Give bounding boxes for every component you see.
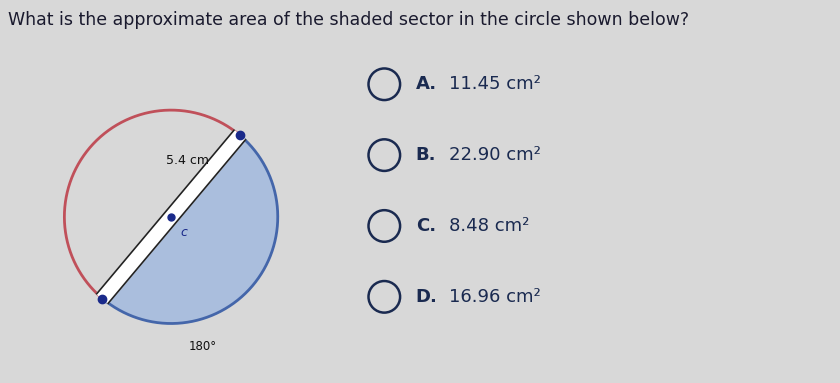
Text: D.: D. (416, 288, 438, 306)
Text: 16.96 cm²: 16.96 cm² (449, 288, 541, 306)
Text: 180°: 180° (189, 339, 217, 352)
Polygon shape (97, 130, 245, 303)
Text: 8.48 cm²: 8.48 cm² (449, 217, 530, 235)
Text: A.: A. (416, 75, 437, 93)
Text: What is the approximate area of the shaded sector in the circle shown below?: What is the approximate area of the shad… (8, 11, 690, 29)
Text: C.: C. (416, 217, 436, 235)
Text: 5.4 cm: 5.4 cm (165, 154, 209, 167)
Text: 11.45 cm²: 11.45 cm² (449, 75, 541, 93)
Text: c: c (181, 226, 187, 239)
Text: 22.90 cm²: 22.90 cm² (449, 146, 541, 164)
Polygon shape (102, 135, 278, 324)
Text: B.: B. (416, 146, 436, 164)
